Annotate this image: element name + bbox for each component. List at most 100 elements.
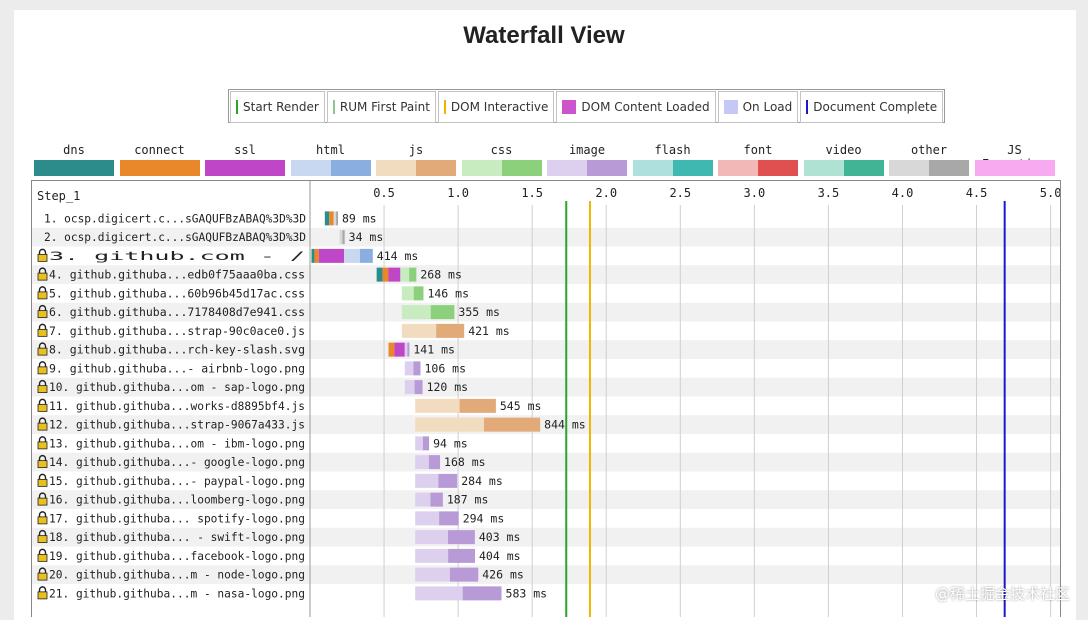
download-segment [463,586,502,600]
duration-label: 187 ms [447,493,489,507]
type-swatch [462,160,542,176]
type-font: font [718,143,798,157]
connect-segment [383,268,389,282]
download-segment [415,380,423,394]
duration-label: 404 ms [479,549,521,563]
duration-label: 583 ms [506,586,548,600]
wait-segment [415,568,450,582]
wait-segment [415,455,429,469]
legend-swatch [236,100,238,114]
legend-item-on-load: On Load [718,91,799,123]
download-segment [431,305,455,319]
duration-label: 34 ms [349,230,384,244]
download-segment [336,211,338,225]
type-label: other [911,143,947,157]
watermark: @稀土掘金技术社区 [935,583,1070,604]
request-label: 7. github.githuba...strap-90c0ace0.js [49,324,305,338]
legend-label: DOM Interactive [451,100,549,114]
type-label: ssl [234,143,256,157]
event-legend: Start Render RUM First Paint DOM Interacti… [228,89,945,123]
type-swatch [633,160,713,176]
type-label: js [409,143,423,157]
download-segment [423,436,429,450]
type-swatch [975,160,1055,176]
duration-label: 414 ms [377,249,419,263]
download-segment [448,530,475,544]
type-label: video [825,143,861,157]
duration-label: 141 ms [413,343,455,357]
duration-label: 94 ms [433,436,468,450]
legend-item-dom-interactive: DOM Interactive [438,91,555,123]
wait-segment [415,493,430,507]
download-segment [429,455,440,469]
request-type-legend: dns connect ssl html js css image flash font vide… [34,143,1064,179]
request-label: 11. github.githuba...works-d8895bf4.js [49,399,305,413]
duration-label: 89 ms [342,211,377,225]
legend-label: Start Render [243,100,319,114]
request-label: 17. github.githuba... spotify-logo.png [49,511,305,525]
download-segment [413,361,420,375]
legend-swatch [562,100,576,114]
download-segment [460,399,496,413]
type-html: html [291,143,371,157]
download-segment [436,324,464,338]
request-label: 14. github.githuba...- google-logo.png [49,455,305,469]
download-segment [409,268,416,282]
download-segment [430,493,442,507]
legend-swatch [806,100,808,114]
request-label: 12. github.githuba...strap-9067a433.js [49,418,305,432]
type-label: dns [63,143,85,157]
wait-segment [340,230,343,244]
wait-segment [402,305,431,319]
wait-segment [415,474,438,488]
x-tick-label: 4.0 [892,186,914,200]
duration-label: 545 ms [500,399,542,413]
x-tick-label: 0.5 [373,186,395,200]
type-js-execution: JS Execution [975,143,1055,171]
connect-segment [329,211,333,225]
wait-segment [415,549,448,563]
duration-label: 168 ms [444,455,486,469]
legend-label: RUM First Paint [340,100,430,114]
wait-segment [344,249,360,263]
dns-segment [377,268,383,282]
wait-segment [334,211,336,225]
wait-segment [405,361,414,375]
type-label: css [491,143,513,157]
step-label: Step_1 [37,189,80,203]
type-swatch [718,160,798,176]
ssl-segment [319,249,344,263]
request-label: 13. github.githuba...om - ibm-logo.png [49,436,305,450]
download-segment [439,511,459,525]
download-segment [484,418,540,432]
type-video: video [804,143,884,157]
download-segment [450,568,478,582]
request-label: 18. github.githuba... - swift-logo.png [49,530,305,544]
request-label: 1. ocsp.digicert.c...sGAQUFBzABAQ%3D%3D [44,211,306,225]
type-swatch [120,160,200,176]
duration-label: 355 ms [458,305,500,319]
type-label: connect [134,143,185,157]
request-label: 9. github.githuba...- airbnb-logo.png [49,361,305,375]
request-label: 20. github.githuba...m - node-logo.png [49,568,305,582]
x-tick-label: 3.0 [744,186,766,200]
page-title: Waterfall View [0,22,1088,50]
duration-label: 284 ms [461,474,503,488]
type-flash: flash [633,143,713,157]
legend-label: On Load [743,100,793,114]
type-image: image [547,143,627,157]
connect-segment [314,249,318,263]
wait-segment [405,343,408,357]
wait-segment [415,586,462,600]
type-js: js [376,143,456,157]
type-swatch [889,160,969,176]
request-label: 2. ocsp.digicert.c...sGAQUFBzABAQ%3D%3D [44,230,306,244]
download-segment [448,549,475,563]
download-segment [360,249,373,263]
duration-label: 426 ms [482,568,524,582]
type-swatch [547,160,627,176]
duration-label: 403 ms [479,530,521,544]
type-label: image [569,143,605,157]
request-label: 3. github.com - / [49,249,305,263]
